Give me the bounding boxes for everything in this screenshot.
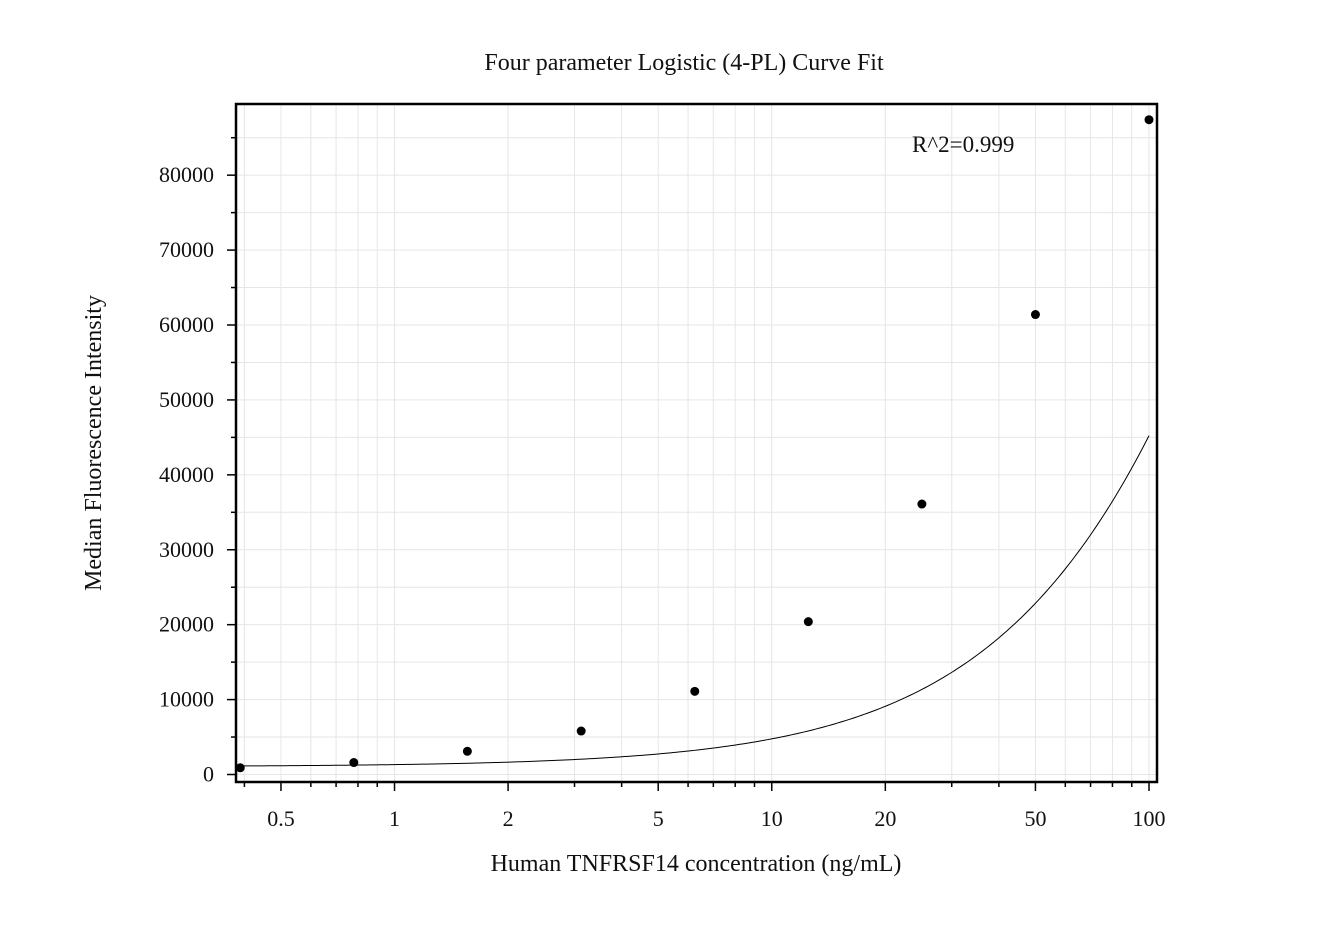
y-tick-label: 50000 xyxy=(159,387,214,412)
x-tick-label: 100 xyxy=(1133,806,1166,831)
data-point xyxy=(1030,310,1040,320)
data-point xyxy=(235,763,245,773)
y-tick-label: 80000 xyxy=(159,162,214,187)
y-tick-label: 30000 xyxy=(159,537,214,562)
x-tick-label: 50 xyxy=(1024,806,1046,831)
y-tick-label: 70000 xyxy=(159,237,214,262)
axis-ticks xyxy=(227,136,1150,791)
y-tick-label: 40000 xyxy=(159,462,214,487)
x-tick-labels: 0.5 1 2 5 10 20 50 100 xyxy=(267,806,1165,831)
grid-layer xyxy=(236,104,1157,782)
data-point xyxy=(576,726,586,736)
x-tick-label: 1 xyxy=(389,806,400,831)
plot-frame xyxy=(234,102,1159,784)
y-axis-label: Median Fluorescence Intensity xyxy=(81,295,107,591)
data-point xyxy=(690,686,700,696)
x-axis-label: Human TNFRSF14 concentration (ng/mL) xyxy=(491,851,902,877)
y-tick-labels: 0 10000 20000 30000 40000 50000 60000 70000 8000… xyxy=(159,162,214,786)
chart-title: Four parameter Logistic (4-PL) Curve Fit xyxy=(484,50,884,76)
data-point xyxy=(349,758,359,768)
data-point xyxy=(1144,115,1154,125)
data-point xyxy=(917,499,927,509)
r-squared-annotation: R^2=0.999 xyxy=(912,132,1014,157)
data-point xyxy=(803,617,813,627)
x-tick-label: 0.5 xyxy=(267,806,295,831)
fit-curve-line xyxy=(240,435,1150,767)
y-tick-label: 10000 xyxy=(159,687,214,712)
data-point xyxy=(462,746,472,756)
data-points xyxy=(235,115,1154,773)
x-tick-label: 10 xyxy=(761,806,783,831)
y-tick-label: 0 xyxy=(203,762,214,787)
y-tick-label: 60000 xyxy=(159,312,214,337)
x-tick-label: 20 xyxy=(874,806,896,831)
x-tick-label: 2 xyxy=(503,806,514,831)
x-tick-label: 5 xyxy=(653,806,664,831)
y-tick-label: 20000 xyxy=(159,612,214,637)
